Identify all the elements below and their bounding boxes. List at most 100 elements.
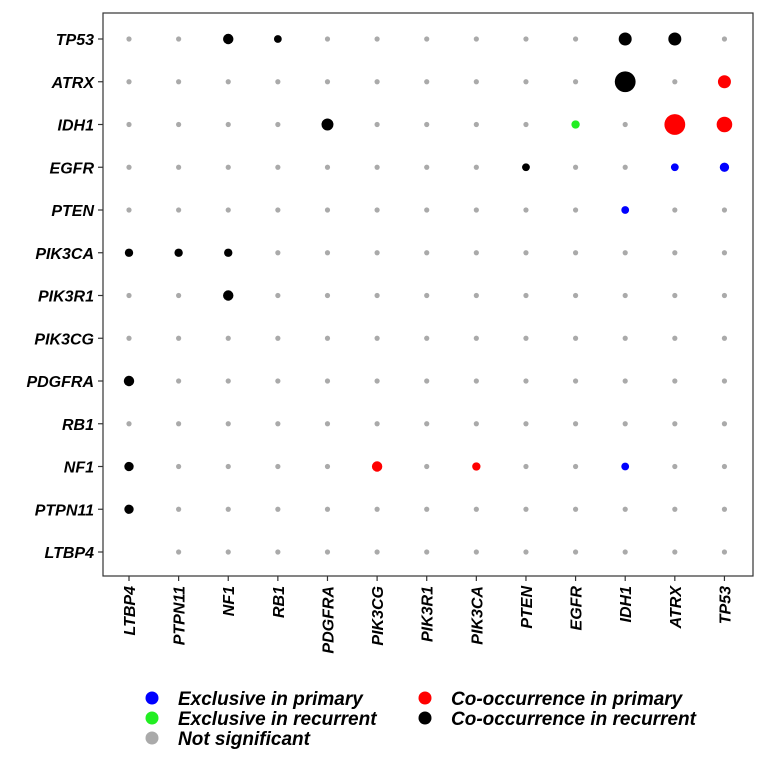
grid-dot-pik3r1-tp53 <box>424 36 430 42</box>
grid-dot-rb1-pik3cg <box>275 335 281 341</box>
grid-dot-pik3ca-idh1 <box>473 121 479 128</box>
y-tick-label-pdgfra: PDGFRA <box>26 374 94 391</box>
grid-dot-atrx-pten <box>672 207 678 213</box>
grid-dot-nf1-pten <box>225 207 231 213</box>
data-points <box>123 32 733 514</box>
point-ltbp4-ptpn11 <box>124 504 134 514</box>
grid-dot-rb1-pten <box>275 207 281 213</box>
grid-dot-ltbp4-tp53 <box>126 36 132 42</box>
legend-label-exclusive-in-recurrent: Exclusive in recurrent <box>178 709 377 730</box>
grid-dot-ptpn11-egfr <box>176 164 182 170</box>
grid-dot-ptpn11-pik3cg <box>176 335 182 341</box>
grid-dot-pik3r1-pten <box>424 207 430 213</box>
point-atrx-egfr <box>670 163 679 172</box>
grid-dot-tp53-ptpn11 <box>721 506 728 512</box>
grid-dot-pten-pik3cg <box>523 335 529 341</box>
grid-dot-pik3ca-tp53 <box>473 36 479 42</box>
grid-dot-idh1-pdgfra <box>622 378 628 384</box>
grid-dot-pik3cg-pik3ca <box>374 250 380 256</box>
x-tick-label-pik3cg: PIK3CG <box>370 586 387 646</box>
point-idh1-tp53 <box>618 32 632 46</box>
grid-dot-pdgfra-tp53 <box>324 36 331 42</box>
grid-dot-atrx-ltbp4 <box>672 549 678 555</box>
point-pik3cg-nf1 <box>371 461 383 472</box>
point-ptpn11-pik3ca <box>174 248 183 257</box>
y-tick-label-idh1: IDH1 <box>58 118 95 135</box>
x-tick-label-pdgfra: PDGFRA <box>320 586 337 654</box>
grid-dot-pik3r1-pik3cg <box>424 335 430 341</box>
grid-dot-pik3ca-atrx <box>473 79 479 85</box>
grid-dot-pik3cg-idh1 <box>374 121 380 128</box>
grid-dot-pten-pten <box>523 207 529 213</box>
y-tick-label-nf1: NF1 <box>64 460 94 477</box>
grid-dot-ltbp4-idh1 <box>126 121 132 128</box>
grid-dot-pten-tp53 <box>523 36 529 42</box>
grid-dot-rb1-pik3r1 <box>275 292 281 299</box>
grid-dot-pik3cg-ptpn11 <box>374 506 380 512</box>
grid-dot-pten-atrx <box>523 79 529 85</box>
y-axis: TP53 ATRX IDH1 EGFR PTEN PIK3CA PIK3R1 PIK3CG PD… <box>26 32 103 562</box>
grid-dot-idh1-idh1 <box>622 121 628 128</box>
grid-dot-pdgfra-ptpn11 <box>324 506 331 512</box>
grid-dot-ltbp4-egfr <box>126 164 132 170</box>
grid-dot-ptpn11-pten <box>176 207 182 213</box>
x-tick-label-ltbp4: LTBP4 <box>122 586 139 636</box>
grid-dot-tp53-rb1 <box>721 421 728 427</box>
point-tp53-idh1 <box>716 116 733 133</box>
grid-dot-pdgfra-pdgfra <box>324 378 331 384</box>
grid-dot-pdgfra-rb1 <box>324 421 331 427</box>
grid-dot-rb1-nf1 <box>275 463 281 470</box>
point-ltbp4-nf1 <box>124 461 134 472</box>
grid-dot-pten-pdgfra <box>523 378 529 384</box>
x-tick-label-ptpn11: PTPN11 <box>172 586 189 645</box>
point-idh1-pten <box>621 206 630 214</box>
grid-dot-rb1-idh1 <box>275 121 281 128</box>
grid-dot-idh1-pik3cg <box>622 335 628 341</box>
grid-dot-egfr-pik3r1 <box>572 292 579 299</box>
grid-dot-nf1-atrx <box>225 79 231 85</box>
grid-dot-ptpn11-rb1 <box>176 421 182 427</box>
grid-dot-pik3r1-egfr <box>424 164 430 170</box>
grid-dot-atrx-rb1 <box>672 421 678 427</box>
grid-dot-atrx-pik3ca <box>672 250 678 256</box>
grid-dot-atrx-ptpn11 <box>672 506 678 512</box>
point-idh1-atrx <box>614 71 636 93</box>
grid-dot-egfr-egfr <box>572 164 579 170</box>
grid-dot-idh1-rb1 <box>622 421 628 427</box>
legend-key-co-occurrence-in-recurrent <box>418 711 432 725</box>
grid-dot-pten-idh1 <box>523 121 529 128</box>
grid-dot-tp53-pten <box>721 207 728 213</box>
point-nf1-tp53 <box>223 33 234 45</box>
legend-key-exclusive-in-primary <box>145 691 159 705</box>
y-tick-label-rb1: RB1 <box>62 417 94 434</box>
x-tick-label-pik3r1: PIK3R1 <box>420 586 437 642</box>
grid-dot-nf1-rb1 <box>225 421 231 427</box>
grid-dot-ltbp4-rb1 <box>126 421 132 427</box>
legend-key-co-occurrence-in-primary <box>418 691 432 705</box>
y-tick-label-ptpn11: PTPN11 <box>35 502 94 519</box>
grid-dot-tp53-pik3r1 <box>721 292 728 299</box>
grid-dot-tp53-nf1 <box>721 463 728 470</box>
grid-dot-pik3cg-rb1 <box>374 421 380 427</box>
grid-dot-egfr-pdgfra <box>572 378 579 384</box>
grid-dot-pdgfra-egfr <box>324 164 331 170</box>
grid-dot-atrx-pik3r1 <box>672 292 678 299</box>
grid-dot-pten-pik3r1 <box>523 292 529 299</box>
grid-dot-rb1-atrx <box>275 79 281 85</box>
grid-dot-tp53-ltbp4 <box>721 549 728 555</box>
grid-dot-pik3r1-ltbp4 <box>424 549 430 555</box>
grid-dot-pik3cg-egfr <box>374 164 380 170</box>
grid-dot-pik3ca-pik3r1 <box>473 292 479 299</box>
grid-dot-pdgfra-atrx <box>324 79 331 85</box>
grid-dot-ptpn11-atrx <box>176 79 182 85</box>
grid-dot-tp53-pik3cg <box>721 335 728 341</box>
grid-dot-egfr-tp53 <box>572 36 579 42</box>
grid-dot-pik3ca-rb1 <box>473 421 479 427</box>
grid-dot-ptpn11-pdgfra <box>176 378 182 384</box>
x-tick-label-tp53: TP53 <box>717 586 734 624</box>
grid-dot-ptpn11-pik3r1 <box>176 292 182 299</box>
grid-dot-pik3r1-ptpn11 <box>424 506 430 512</box>
grid-dot-egfr-nf1 <box>572 463 579 470</box>
grid-dot-ltbp4-pik3cg <box>126 335 132 341</box>
grid-dot-pik3r1-nf1 <box>424 463 430 470</box>
